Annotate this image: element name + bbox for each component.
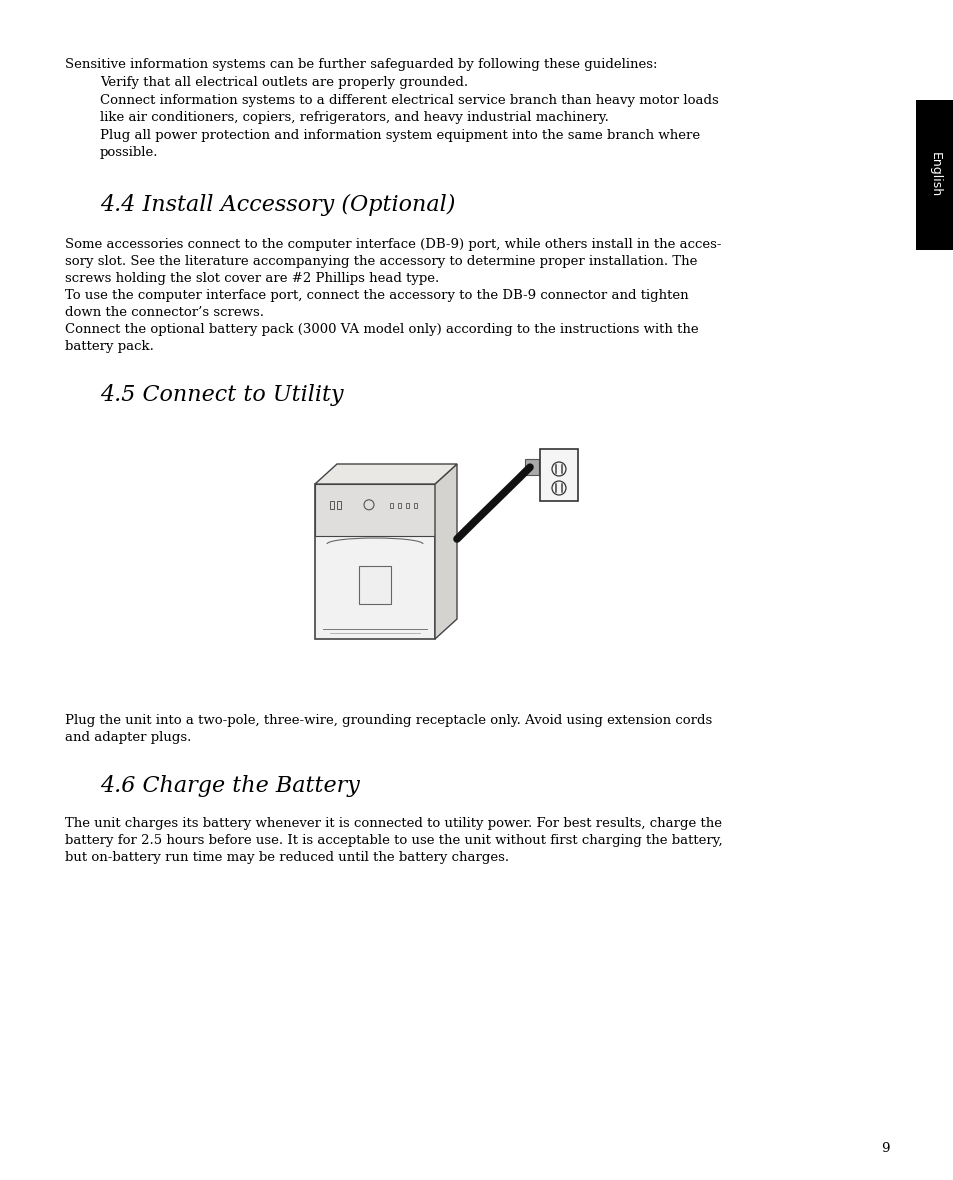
Text: 9: 9 (881, 1142, 889, 1155)
Text: To use the computer interface port, connect the accessory to the DB-9 connector : To use the computer interface port, conn… (65, 289, 688, 302)
Polygon shape (435, 464, 456, 640)
Text: down the connector’s screws.: down the connector’s screws. (65, 306, 264, 319)
Polygon shape (314, 464, 456, 484)
FancyBboxPatch shape (314, 484, 435, 536)
Text: like air conditioners, copiers, refrigerators, and heavy industrial machinery.: like air conditioners, copiers, refriger… (100, 111, 608, 124)
Text: 4.6 Charge the Battery: 4.6 Charge the Battery (100, 775, 359, 796)
FancyBboxPatch shape (915, 100, 953, 250)
Text: English: English (927, 152, 941, 197)
Text: Connect information systems to a different electrical service branch than heavy : Connect information systems to a differe… (100, 94, 718, 107)
Text: Sensitive information systems can be further safeguarded by following these guid: Sensitive information systems can be fur… (65, 58, 657, 71)
Text: but on-battery run time may be reduced until the battery charges.: but on-battery run time may be reduced u… (65, 851, 509, 864)
Text: Plug all power protection and information system equipment into the same branch : Plug all power protection and informatio… (100, 129, 700, 142)
Text: Plug the unit into a two-pole, three-wire, grounding receptacle only. Avoid usin: Plug the unit into a two-pole, three-wir… (65, 714, 712, 727)
Text: battery for 2.5 hours before use. It is acceptable to use the unit without first: battery for 2.5 hours before use. It is … (65, 834, 721, 847)
Text: The unit charges its battery whenever it is connected to utility power. For best: The unit charges its battery whenever it… (65, 817, 721, 830)
FancyBboxPatch shape (539, 450, 578, 501)
FancyBboxPatch shape (524, 459, 538, 476)
Text: screws holding the slot cover are #2 Phillips head type.: screws holding the slot cover are #2 Phi… (65, 273, 438, 286)
Text: sory slot. See the literature accompanying the accessory to determine proper ins: sory slot. See the literature accompanyi… (65, 255, 697, 268)
Text: Connect the optional battery pack (3000 VA model only) according to the instruct: Connect the optional battery pack (3000 … (65, 323, 698, 336)
Text: Some accessories connect to the computer interface (DB-9) port, while others ins: Some accessories connect to the computer… (65, 238, 720, 251)
FancyBboxPatch shape (358, 566, 391, 604)
Text: possible.: possible. (100, 146, 158, 159)
Text: and adapter plugs.: and adapter plugs. (65, 730, 192, 745)
Text: 4.5 Connect to Utility: 4.5 Connect to Utility (100, 384, 343, 406)
Text: 4.4 Install Accessory (Optional): 4.4 Install Accessory (Optional) (100, 194, 455, 216)
Text: battery pack.: battery pack. (65, 340, 153, 353)
FancyBboxPatch shape (314, 484, 435, 640)
Text: Verify that all electrical outlets are properly grounded.: Verify that all electrical outlets are p… (100, 76, 468, 88)
